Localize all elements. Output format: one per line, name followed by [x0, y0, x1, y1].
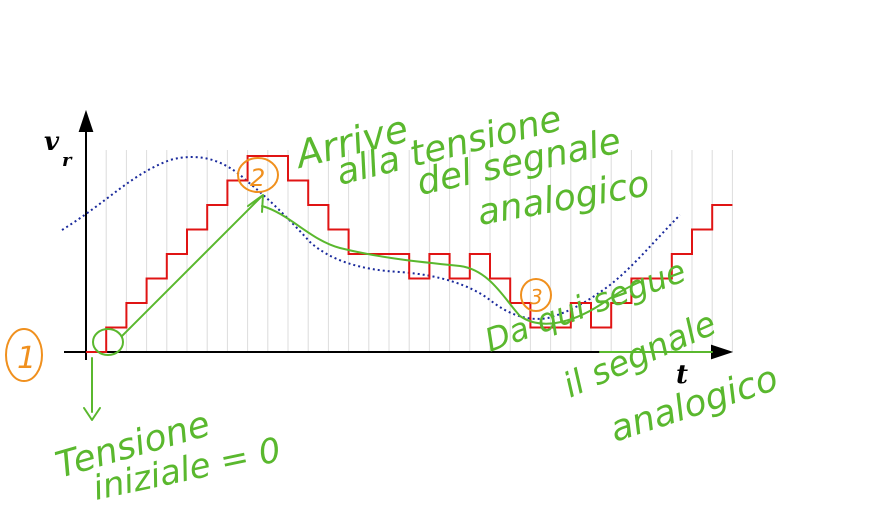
quantized-staircase-signal [86, 155, 733, 353]
marker-3: 3 [520, 278, 552, 312]
initial-arrow-head [83, 407, 101, 421]
initial-point-circle [92, 328, 124, 356]
rising-arrow-line [121, 195, 263, 337]
y-axis-label: v [44, 127, 60, 157]
x-axis-arrow [711, 344, 734, 360]
marker-1: 1 [5, 328, 43, 382]
marker-2-label: 2 [250, 164, 265, 192]
handwritten-strokes [83, 194, 713, 421]
marker-1-ring [5, 328, 43, 382]
x-axis-label: t [676, 360, 688, 390]
marker-3-ring [520, 278, 552, 312]
trace-curve [261, 205, 641, 325]
y-axis-arrow [78, 109, 94, 132]
y-axis-label-subscript: r [62, 150, 73, 171]
marker-3-label: 3 [530, 285, 543, 309]
handwritten-notes: Arrive alla tensione del segnale analogi… [51, 98, 783, 509]
analog-signal-curve [61, 156, 681, 320]
marker-2-ring [237, 157, 279, 193]
marker-2: 2 [237, 157, 279, 193]
marker-1-label: 1 [17, 341, 36, 376]
